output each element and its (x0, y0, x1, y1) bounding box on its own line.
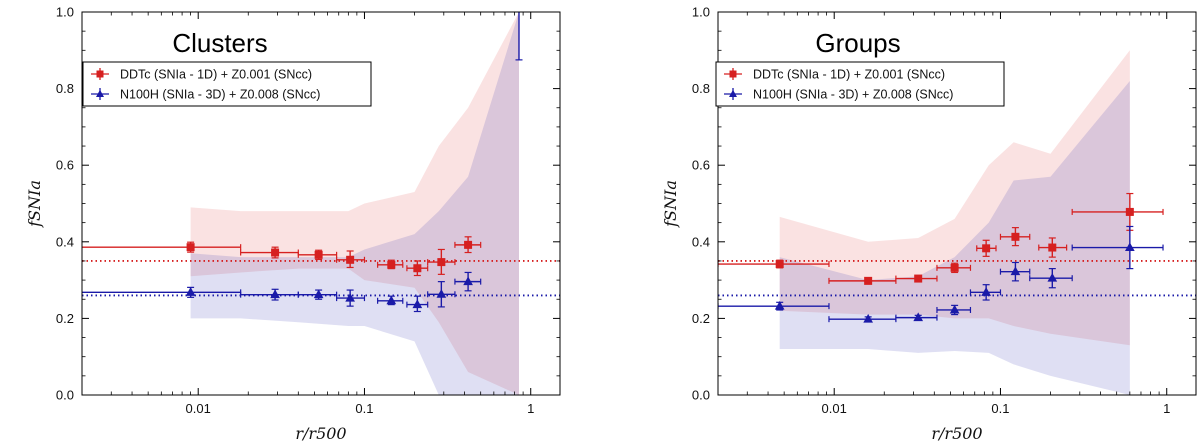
legend: DDTc (SNIa - 1D) + Z0.001 (SNcc) N100H (S… (715, 61, 1005, 107)
data-point-square (387, 260, 396, 269)
x-tick-label: 0.1 (355, 401, 373, 416)
legend-box (82, 61, 372, 107)
data-point-triangle (774, 300, 785, 310)
x-tick-label: 0.1 (991, 401, 1009, 416)
series-n100h (718, 225, 1164, 323)
y-tick-label: 1.0 (56, 5, 74, 20)
data-point-triangle (412, 299, 423, 309)
data-point-triangle (913, 312, 924, 322)
data-point-triangle (981, 287, 991, 296)
x-tick-label: 1 (527, 401, 534, 416)
plot-area (82, 12, 560, 395)
data-point-square (464, 240, 473, 249)
y-tick-label: 0.8 (56, 81, 74, 96)
plot-area (718, 50, 1196, 395)
y-tick-label: 0.0 (56, 388, 74, 403)
y-axis-label: fSNIa (25, 180, 44, 228)
data-point-triangle (386, 295, 397, 305)
uncertainty-band-n100h (190, 12, 519, 395)
y-tick-label: 0.2 (56, 311, 74, 326)
x-tick-label: 0.01 (186, 401, 211, 416)
data-point-triangle (345, 292, 355, 302)
data-point-triangle (270, 289, 280, 299)
data-point-square (950, 263, 959, 272)
data-point-square (437, 258, 446, 267)
y-tick-label: 0.6 (56, 158, 74, 173)
data-point-square (864, 276, 873, 285)
data-point-square (186, 243, 195, 252)
data-point-square (1125, 207, 1134, 216)
panel-groups: 0.0 0.2 0.4 0.6 0.8 1.0 0.01 0.1 1 r/r500 fSNIa Gro… (661, 5, 1197, 443)
data-point-square (1048, 243, 1057, 252)
y-tick-label: 0.4 (56, 234, 74, 249)
y-tick-label: 0.4 (692, 234, 710, 249)
legend-label: DDTc (SNIa - 1D) + Z0.001 (SNcc) (753, 68, 945, 82)
legend-triangle-icon (96, 89, 104, 97)
data-point-triangle (863, 313, 873, 323)
series-ddtc (82, 236, 482, 277)
panel-title: Groups (815, 28, 900, 58)
x-axis-label: r/r500 (295, 424, 346, 443)
data-point-square (413, 264, 422, 273)
x-axis-label: r/r500 (931, 424, 982, 443)
y-axis-label: fSNIa (661, 180, 680, 228)
legend-label: DDTc (SNIa - 1D) + Z0.001 (SNcc) (120, 68, 312, 82)
data-point-square (346, 255, 355, 264)
legend-label: N100H (SNIa - 3D) + Z0.008 (SNcc) (753, 88, 953, 102)
x-tick-label: 1 (1163, 401, 1170, 416)
data-point-square (982, 244, 991, 253)
data-point-triangle (1010, 266, 1021, 276)
data-point-square (914, 274, 923, 283)
data-point-square (775, 260, 784, 269)
series-ddtc (718, 192, 1164, 285)
legend: DDTc (SNIa - 1D) + Z0.001 (SNcc) N100H (S… (82, 61, 372, 107)
legend-triangle-icon (729, 89, 737, 97)
data-point-triangle (436, 289, 447, 298)
y-tick-label: 1.0 (692, 5, 710, 20)
data-point-triangle (313, 289, 324, 299)
y-tick-label: 0.2 (692, 311, 710, 326)
data-point-square (314, 250, 323, 259)
uncertainty-band-ddtc (779, 50, 1130, 346)
panel-title: Clusters (172, 28, 267, 58)
data-point-square (1011, 232, 1020, 241)
y-tick-label: 0.0 (692, 388, 710, 403)
y-tick-label: 0.6 (692, 158, 710, 173)
data-point-triangle (463, 276, 473, 286)
series-n100h (82, 12, 523, 313)
panel-clusters: 0.0 0.2 0.4 0.6 0.8 1.0 0.01 0.1 1 r/r500 fSNIa Clu… (25, 5, 561, 443)
legend-square-icon (96, 70, 104, 78)
data-point-triangle (185, 287, 196, 296)
legend-square-icon (729, 70, 737, 78)
data-point-triangle (1047, 272, 1058, 282)
data-point-square (271, 248, 280, 257)
x-tick-label: 0.01 (822, 401, 847, 416)
data-point-triangle (949, 304, 960, 314)
y-tick-label: 0.8 (692, 81, 710, 96)
data-point-triangle (1124, 242, 1135, 252)
legend-box (715, 61, 1005, 107)
legend-label: N100H (SNIa - 3D) + Z0.008 (SNcc) (120, 88, 320, 102)
uncertainty-band-ddtc (190, 12, 519, 395)
